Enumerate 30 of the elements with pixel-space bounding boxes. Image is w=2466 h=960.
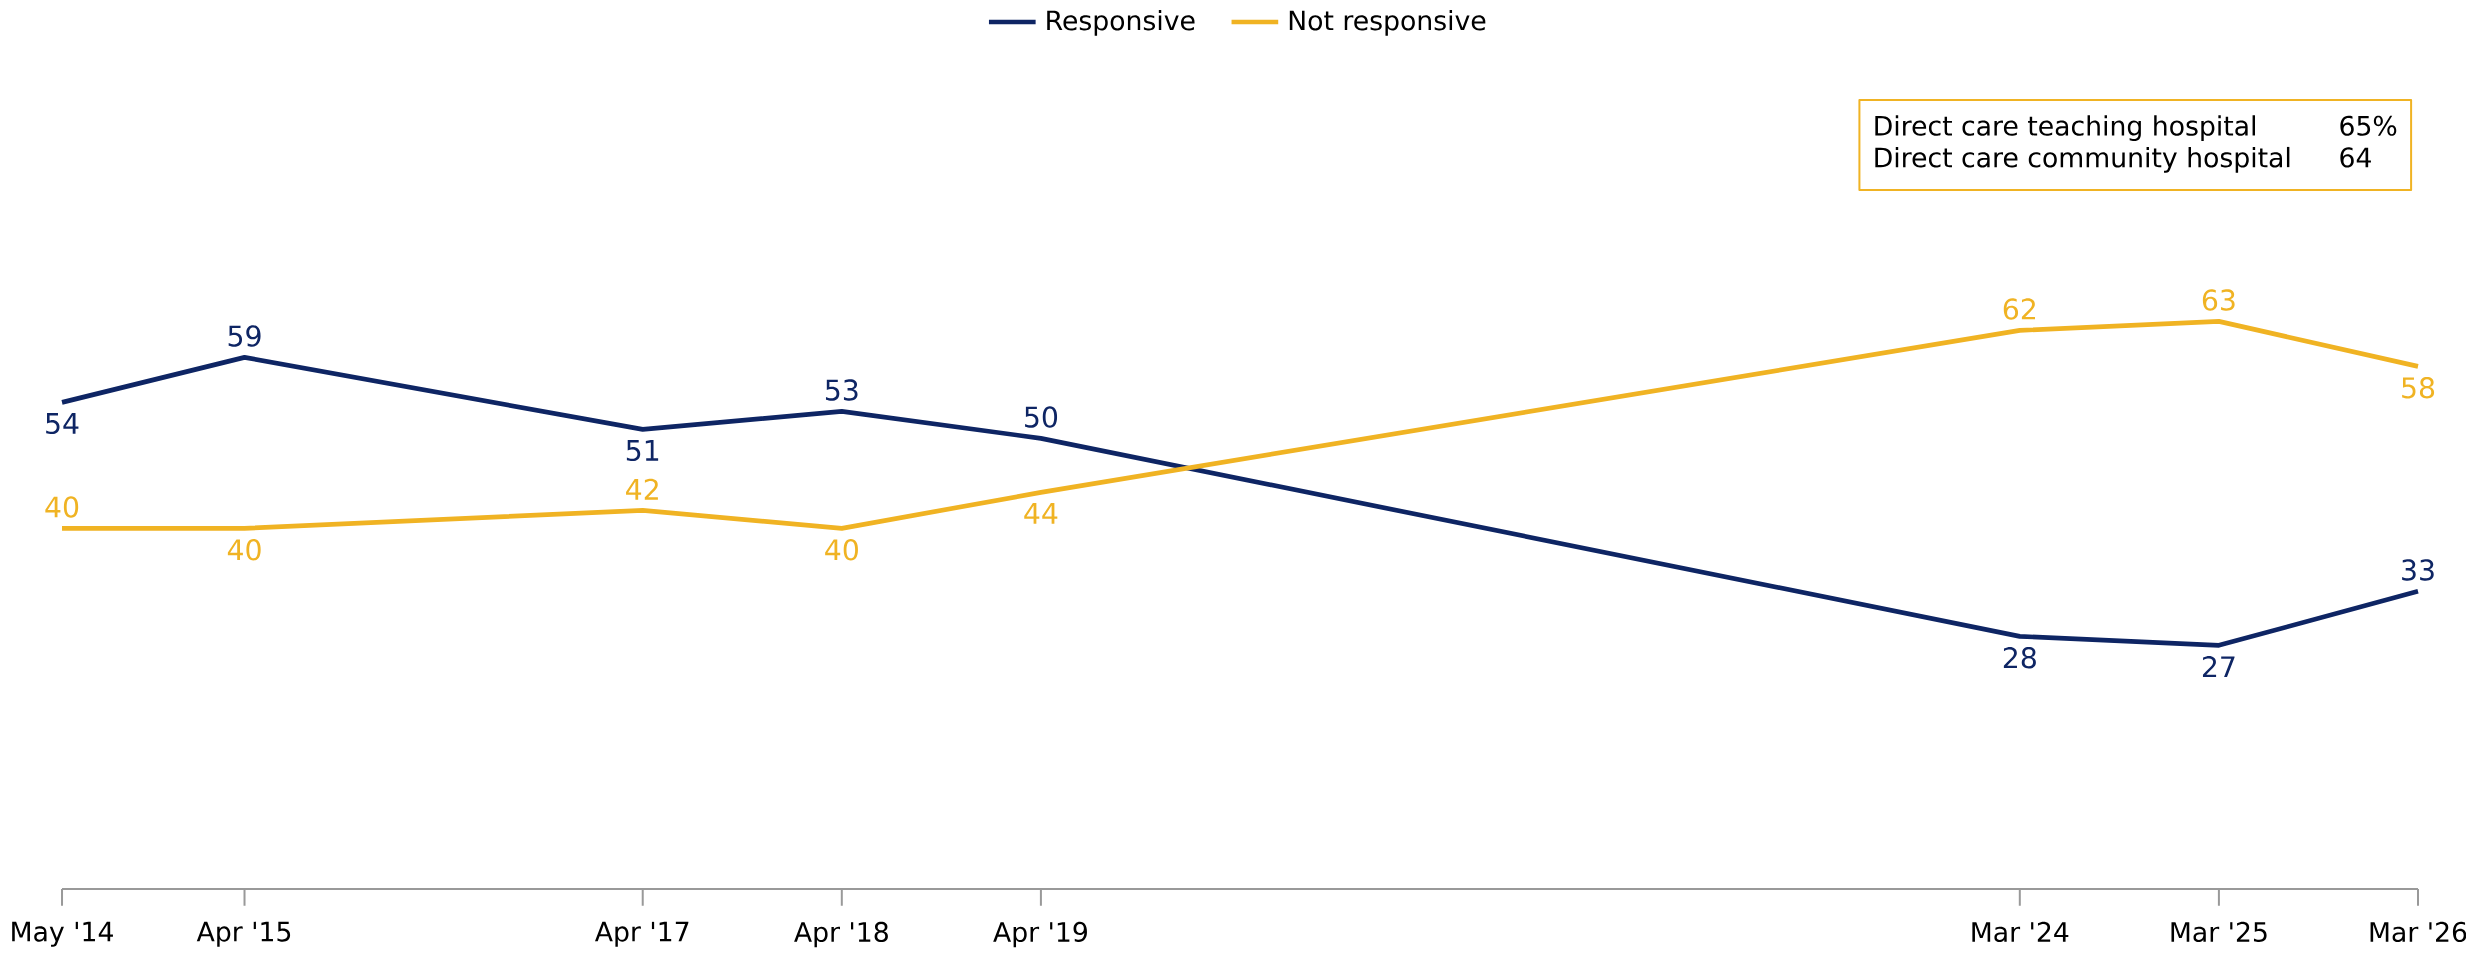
data-label: 40 <box>45 496 79 518</box>
legend-label: Not responsive <box>1289 9 1486 36</box>
data-label: 42 <box>626 478 658 500</box>
data-label: 40 <box>825 539 858 561</box>
data-label: 53 <box>825 379 858 401</box>
x-tick-label: Mar '25 <box>2171 921 2267 943</box>
x-tick-label: Apr '17 <box>594 921 689 947</box>
legend-label: Responsive <box>1047 9 1195 36</box>
data-label: 33 <box>2402 559 2434 581</box>
x-tick-label: Mar '26 <box>2370 921 2466 943</box>
x-tick-label: Apr '15 <box>196 921 291 947</box>
text: 64 <box>2340 147 2371 168</box>
data-label: 63 <box>2202 289 2235 311</box>
text: Direct care community hospital <box>1875 146 2290 173</box>
x-tick-label: Apr '19 <box>993 921 1087 948</box>
data-label: 40 <box>227 539 261 561</box>
data-label: 50 <box>1025 406 1058 428</box>
data-label: 54 <box>46 413 79 435</box>
text: 65% <box>2340 115 2397 136</box>
data-label: 58 <box>2402 377 2435 399</box>
data-label: 27 <box>2202 656 2235 678</box>
data-label: 44 <box>1024 503 1058 524</box>
data-label: 51 <box>626 440 659 462</box>
data-label: 62 <box>2003 298 2036 320</box>
data-label: 28 <box>2003 647 2036 669</box>
x-tick-label: May '14 <box>12 921 113 947</box>
x-tick-label: Apr '18 <box>794 921 888 948</box>
text: Direct care teaching hospital <box>1875 115 2255 142</box>
x-tick-label: Mar '24 <box>1972 921 2069 943</box>
data-label: 59 <box>228 325 261 347</box>
